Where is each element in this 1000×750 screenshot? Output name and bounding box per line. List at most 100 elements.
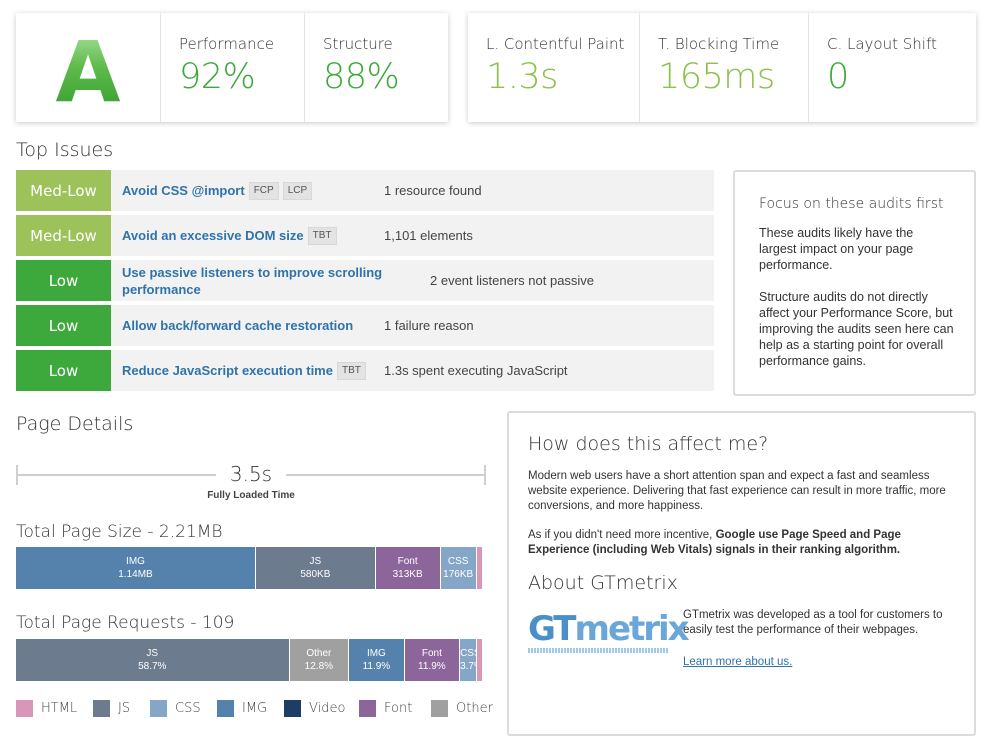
svg-text:A: A	[55, 23, 120, 121]
issue-title-text[interactable]: Use passive listeners to improve scrolli…	[122, 264, 383, 297]
legend-item: CSS	[150, 700, 201, 717]
legend-swatch	[150, 700, 167, 717]
focus-panel: Focus on these audits first These audits…	[733, 170, 976, 396]
issue-title-text[interactable]: Allow back/forward cache restoration	[122, 318, 354, 333]
issue-title[interactable]: Reduce JavaScript execution time TBT	[122, 350, 366, 391]
legend-label: JS	[118, 701, 131, 716]
issue-row[interactable]: Med-Low Avoid CSS @import FCP LCP 1 resource…	[16, 170, 714, 211]
legend-label: IMG	[242, 701, 268, 716]
segment-type: IMG	[366, 648, 386, 659]
severity-badge: Low	[16, 350, 111, 391]
issue-title[interactable]: Avoid an excessive DOM size TBT	[122, 215, 337, 256]
affect-panel: How does this affect me? Modern web user…	[507, 411, 976, 736]
segment-type: JS	[309, 556, 322, 567]
page-size-bar: IMG 1.14MB JS 580KB Font 313KB CSS 176KB	[16, 547, 482, 589]
legend-item: Font	[359, 700, 412, 717]
fully-loaded-label: Fully Loaded Time	[207, 490, 295, 501]
web-vitals-card: L. Contentful Paint 1.3s T. Blocking Tim…	[468, 13, 976, 122]
metric-tag: FCP	[248, 181, 279, 200]
issue-detail: 1,101 elements	[384, 228, 473, 243]
legend-item: HTML	[16, 700, 77, 717]
legend-swatch	[431, 700, 448, 717]
issue-title-text[interactable]: Reduce JavaScript execution time	[122, 363, 333, 378]
tbt-label: T. Blocking Time	[658, 35, 780, 53]
tbt-value: 165ms	[658, 57, 775, 97]
issue-title-text[interactable]: Avoid an excessive DOM size	[122, 228, 304, 243]
cls-label: C. Layout Shift	[827, 35, 937, 53]
segment-value: 58.7%	[138, 661, 167, 672]
issue-title[interactable]: Use passive listeners to improve scrolli…	[122, 260, 412, 301]
page-requests-bar: JS 58.7% Other 12.8% IMG 11.9% Font 11.9% CSS 3.7…	[16, 639, 482, 681]
issue-title[interactable]: Allow back/forward cache restoration	[122, 305, 353, 346]
legend-swatch	[284, 700, 301, 717]
page-requests-title: Total Page Requests - 109	[16, 613, 235, 633]
affect-title: How does this affect me?	[528, 433, 769, 455]
segment-value: 11.9%	[418, 661, 446, 672]
segment-value: 580KB	[300, 569, 331, 580]
bar-segment: Other 12.8%	[289, 639, 350, 681]
cls-value: 0	[827, 57, 849, 97]
metric-tag: TBT	[307, 226, 337, 245]
issue-row[interactable]: Low Reduce JavaScript execution time TBT 1.…	[16, 350, 714, 391]
bar-segment: JS 580KB	[255, 547, 376, 589]
fully-loaded-value: 3.5s	[229, 462, 273, 486]
legend-label: HTML	[41, 701, 78, 716]
legend-label: Other	[456, 701, 493, 716]
affect-para-2-plain: As if you didn't need more incentive,	[528, 529, 716, 541]
issue-row[interactable]: Med-Low Avoid an excessive DOM size TBT 1,1…	[16, 215, 714, 256]
timeline-line-left	[16, 474, 216, 476]
logo-underline	[528, 648, 668, 653]
legend-item: Other	[431, 700, 493, 717]
learn-more-link[interactable]: Learn more about us.	[683, 656, 793, 668]
legend-item: JS	[93, 700, 130, 717]
top-issues-title: Top Issues	[16, 139, 114, 161]
scores-card: A Performance 92% Structure 88%	[16, 13, 448, 122]
legend-swatch	[16, 700, 33, 717]
segment-value: 313KB	[392, 569, 423, 580]
issue-title[interactable]: Avoid CSS @import FCP LCP	[122, 170, 313, 211]
severity-badge: Low	[16, 305, 111, 346]
legend-item: IMG	[217, 700, 267, 717]
performance-metric: Performance 92%	[161, 13, 305, 122]
grade-box: A	[16, 13, 161, 122]
lcp-label: L. Contentful Paint	[486, 35, 625, 53]
performance-label: Performance	[179, 35, 275, 53]
legend-swatch	[93, 700, 110, 717]
fully-loaded-timeline: 3.5s Fully Loaded Time	[16, 462, 486, 502]
severity-badge: Low	[16, 260, 111, 301]
about-text-col: GTmetrix was developed as a tool for cus…	[683, 608, 954, 670]
legend-label: CSS	[175, 701, 201, 716]
segment-value: 12.8%	[304, 661, 334, 672]
bar-segment: JS 58.7%	[16, 639, 290, 681]
structure-value: 88%	[323, 57, 400, 97]
issue-detail: 1 failure reason	[384, 318, 474, 333]
segment-value: 3.7%	[460, 661, 476, 672]
timeline-tick-start	[16, 465, 18, 485]
about-row: GTmetrix GTmetrix was developed as a too…	[528, 608, 954, 670]
bar-segment	[476, 547, 482, 589]
lcp-value: 1.3s	[486, 57, 558, 97]
timeline-line-right	[286, 474, 486, 476]
segment-value: 11.9%	[362, 661, 391, 672]
issue-title-text[interactable]: Avoid CSS @import	[122, 183, 245, 198]
issue-detail: 2 event listeners not passive	[430, 273, 595, 288]
structure-label: Structure	[323, 35, 393, 53]
segment-type: Font	[421, 648, 442, 659]
affect-para-2: As if you didn't need more incentive, Go…	[528, 528, 954, 558]
cls-metric: C. Layout Shift 0	[809, 13, 976, 122]
issue-row[interactable]: Low Use passive listeners to improve scro…	[16, 260, 714, 301]
affect-para-2-bold: Google use Page Speed and Page Experienc…	[528, 529, 901, 556]
legend-swatch	[359, 700, 376, 717]
bar-segment: Font 11.9%	[404, 639, 461, 681]
performance-value: 92%	[179, 57, 256, 97]
grade-letter-a: A	[55, 23, 120, 121]
issue-detail: 1 resource found	[384, 183, 482, 198]
logo-metrix: metrix	[574, 609, 690, 649]
segment-type: CSS	[447, 556, 469, 567]
severity-badge: Med-Low	[16, 170, 111, 211]
issue-row[interactable]: Low Allow back/forward cache restoration 1…	[16, 305, 714, 346]
lcp-metric: L. Contentful Paint 1.3s	[468, 13, 640, 122]
logo-gt: GT	[528, 609, 576, 649]
segment-value: 1.14MB	[118, 569, 153, 580]
page-details-title: Page Details	[16, 413, 134, 435]
